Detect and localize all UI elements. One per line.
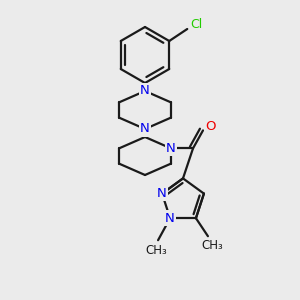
Text: N: N	[157, 187, 167, 200]
Text: N: N	[140, 122, 150, 136]
Text: CH₃: CH₃	[145, 244, 167, 257]
Text: N: N	[140, 85, 150, 98]
Text: N: N	[165, 212, 175, 225]
Text: CH₃: CH₃	[201, 239, 223, 252]
Text: Cl: Cl	[190, 19, 202, 32]
Text: O: O	[206, 120, 216, 133]
Text: N: N	[166, 142, 176, 155]
